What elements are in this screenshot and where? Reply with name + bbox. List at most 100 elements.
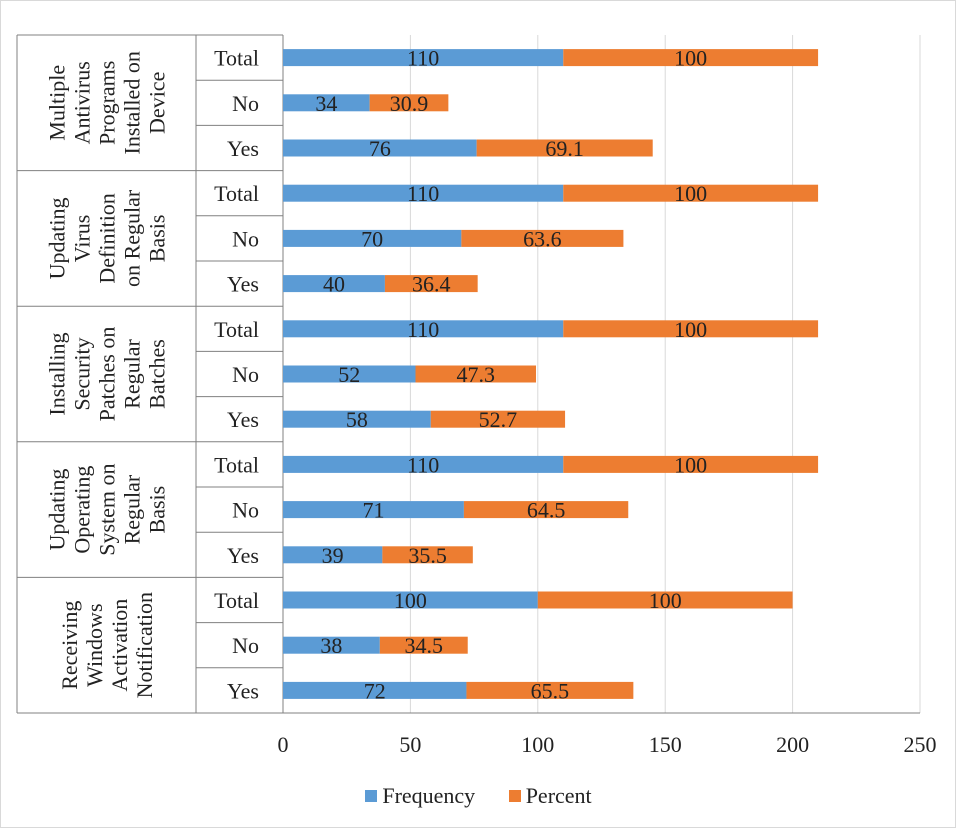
data-label-frequency-multiple-antivirus-programs-installed-on-device-total: 110 [407,46,439,71]
data-label-percent-receiving-windows-activation-notification-yes: 65.5 [531,678,570,703]
data-label-frequency-installing-security-patches-on-regular-batches-yes: 58 [346,407,368,432]
group-label-updating-virus-definition-on-regular-basis-line-3: on Regular [120,189,145,287]
bar-frequency-receiving-windows-activation-notification-no [283,636,380,654]
data-label-percent-installing-security-patches-on-regular-batches-yes: 52.7 [479,407,518,432]
bar-percent-receiving-windows-activation-notification-no [379,636,468,654]
group-label-updating-virus-definition-on-regular-basis-line-2: Definition [95,193,120,283]
category-label-receiving-windows-activation-notification-yes: Yes [227,678,259,703]
data-label-frequency-updating-virus-definition-on-regular-basis-yes: 40 [323,272,345,297]
group-label-updating-virus-definition-on-regular-basis-line-4: Basis [145,215,170,263]
data-label-frequency-updating-operating-system-on-regular-basis-no: 71 [362,498,384,523]
category-label-updating-virus-definition-on-regular-basis-total: Total [214,181,259,206]
bar-frequency-receiving-windows-activation-notification-total [283,591,538,609]
bar-percent-updating-virus-definition-on-regular-basis-no [461,229,624,247]
data-label-frequency-multiple-antivirus-programs-installed-on-device-no: 34 [315,91,337,116]
data-label-percent-updating-operating-system-on-regular-basis-total: 100 [674,452,707,477]
bar-percent-updating-virus-definition-on-regular-basis-total [563,184,819,202]
category-label-multiple-antivirus-programs-installed-on-device-yes: Yes [227,136,259,161]
legend: Frequency Percent [0,782,957,809]
group-label-receiving-windows-activation-notification-line-1: Windows [82,603,107,686]
bar-frequency-updating-virus-definition-on-regular-basis-total [283,184,564,202]
x-tick-label-100: 100 [521,732,554,757]
category-label-installing-security-patches-on-regular-batches-yes: Yes [227,407,259,432]
group-label-updating-operating-system-on-regular-basis-line-3: Regular [120,474,145,544]
bar-percent-updating-operating-system-on-regular-basis-total [563,455,819,473]
data-label-frequency-updating-virus-definition-on-regular-basis-no: 70 [361,226,383,251]
data-label-percent-updating-operating-system-on-regular-basis-no: 64.5 [527,498,566,523]
data-label-frequency-installing-security-patches-on-regular-batches-no: 52 [338,362,360,387]
group-label-installing-security-patches-on-regular-batches-line-4: Batches [145,339,170,409]
group-label-updating-operating-system-on-regular-basis-line-0: Updating [45,469,70,551]
category-label-updating-virus-definition-on-regular-basis-yes: Yes [227,272,259,297]
x-tick-label-250: 250 [904,732,937,757]
category-label-updating-operating-system-on-regular-basis-no: No [232,498,259,523]
category-label-updating-operating-system-on-regular-basis-total: Total [214,452,259,477]
category-label-updating-virus-definition-on-regular-basis-no: No [232,226,259,251]
legend-item-frequency: Frequency [365,783,475,809]
group-label-multiple-antivirus-programs-installed-on-device-line-3: Installed on [120,51,145,154]
group-label-installing-security-patches-on-regular-batches-line-3: Regular [120,339,145,409]
bar-percent-receiving-windows-activation-notification-total [537,591,793,609]
x-tick-label-50: 50 [399,732,421,757]
data-label-percent-receiving-windows-activation-notification-no: 34.5 [405,633,444,658]
bar-frequency-multiple-antivirus-programs-installed-on-device-total [283,49,564,67]
data-label-frequency-updating-virus-definition-on-regular-basis-total: 110 [407,181,439,206]
group-label-multiple-antivirus-programs-installed-on-device-line-4: Device [145,72,170,134]
legend-item-percent: Percent [508,783,592,809]
data-label-frequency-updating-operating-system-on-regular-basis-total: 110 [407,452,439,477]
category-label-installing-security-patches-on-regular-batches-no: No [232,362,259,387]
data-label-percent-installing-security-patches-on-regular-batches-total: 100 [674,317,707,342]
data-label-percent-multiple-antivirus-programs-installed-on-device-total: 100 [674,46,707,71]
group-label-installing-security-patches-on-regular-batches-line-0: Installing [45,332,70,415]
data-label-percent-updating-virus-definition-on-regular-basis-yes: 36.4 [412,272,451,297]
category-label-updating-operating-system-on-regular-basis-yes: Yes [227,543,259,568]
bar-frequency-multiple-antivirus-programs-installed-on-device-yes [283,139,477,157]
group-label-multiple-antivirus-programs-installed-on-device-line-1: Antivirus [70,61,95,144]
bar-frequency-updating-virus-definition-on-regular-basis-no [283,229,462,247]
category-label-receiving-windows-activation-notification-no: No [232,633,259,658]
bar-frequency-updating-operating-system-on-regular-basis-yes [283,546,383,564]
category-label-receiving-windows-activation-notification-total: Total [214,588,259,613]
legend-swatch-percent [508,790,521,802]
bar-percent-installing-security-patches-on-regular-batches-yes [430,410,566,428]
group-label-updating-operating-system-on-regular-basis-line-1: Operating [70,466,95,554]
group-label-receiving-windows-activation-notification-line-2: Activation [107,599,132,692]
data-label-percent-updating-operating-system-on-regular-basis-yes: 35.5 [408,543,447,568]
data-label-percent-installing-security-patches-on-regular-batches-no: 47.3 [457,362,496,387]
bar-percent-installing-security-patches-on-regular-batches-total [563,320,819,338]
data-label-frequency-installing-security-patches-on-regular-batches-total: 110 [407,317,439,342]
bar-percent-updating-operating-system-on-regular-basis-yes [382,546,473,564]
data-label-percent-updating-virus-definition-on-regular-basis-no: 63.6 [523,226,562,251]
bar-percent-receiving-windows-activation-notification-yes [466,681,634,699]
bar-frequency-installing-security-patches-on-regular-batches-yes [283,410,431,428]
data-label-percent-multiple-antivirus-programs-installed-on-device-yes: 69.1 [545,136,584,161]
group-label-multiple-antivirus-programs-installed-on-device-line-0: Multiple [45,65,70,141]
bar-frequency-updating-operating-system-on-regular-basis-no [283,501,464,519]
group-label-updating-virus-definition-on-regular-basis-line-0: Updating [45,197,70,279]
bar-percent-multiple-antivirus-programs-installed-on-device-no [369,94,449,112]
bar-frequency-multiple-antivirus-programs-installed-on-device-no [283,94,370,112]
legend-swatch-frequency [365,790,378,802]
bar-percent-multiple-antivirus-programs-installed-on-device-total [563,49,819,67]
group-label-installing-security-patches-on-regular-batches-line-1: Security [70,337,95,410]
legend-label-frequency: Frequency [382,783,476,808]
group-label-updating-operating-system-on-regular-basis-line-4: Basis [145,486,170,534]
x-tick-label-0: 0 [278,732,289,757]
group-label-receiving-windows-activation-notification-line-0: Receiving [57,601,82,690]
data-label-percent-updating-virus-definition-on-regular-basis-total: 100 [674,181,707,206]
x-tick-label-200: 200 [776,732,809,757]
data-label-percent-multiple-antivirus-programs-installed-on-device-no: 30.9 [390,91,429,116]
data-label-frequency-multiple-antivirus-programs-installed-on-device-yes: 76 [369,136,391,161]
category-label-multiple-antivirus-programs-installed-on-device-no: No [232,91,259,116]
category-label-installing-security-patches-on-regular-batches-total: Total [214,317,259,342]
category-label-multiple-antivirus-programs-installed-on-device-total: Total [214,46,259,71]
group-label-receiving-windows-activation-notification-line-3: Notification [132,592,157,698]
bar-frequency-receiving-windows-activation-notification-yes [283,681,467,699]
bar-frequency-updating-operating-system-on-regular-basis-total [283,455,564,473]
group-label-updating-operating-system-on-regular-basis-line-2: System on [95,463,120,555]
x-tick-label-150: 150 [649,732,682,757]
data-label-frequency-receiving-windows-activation-notification-no: 38 [320,633,342,658]
